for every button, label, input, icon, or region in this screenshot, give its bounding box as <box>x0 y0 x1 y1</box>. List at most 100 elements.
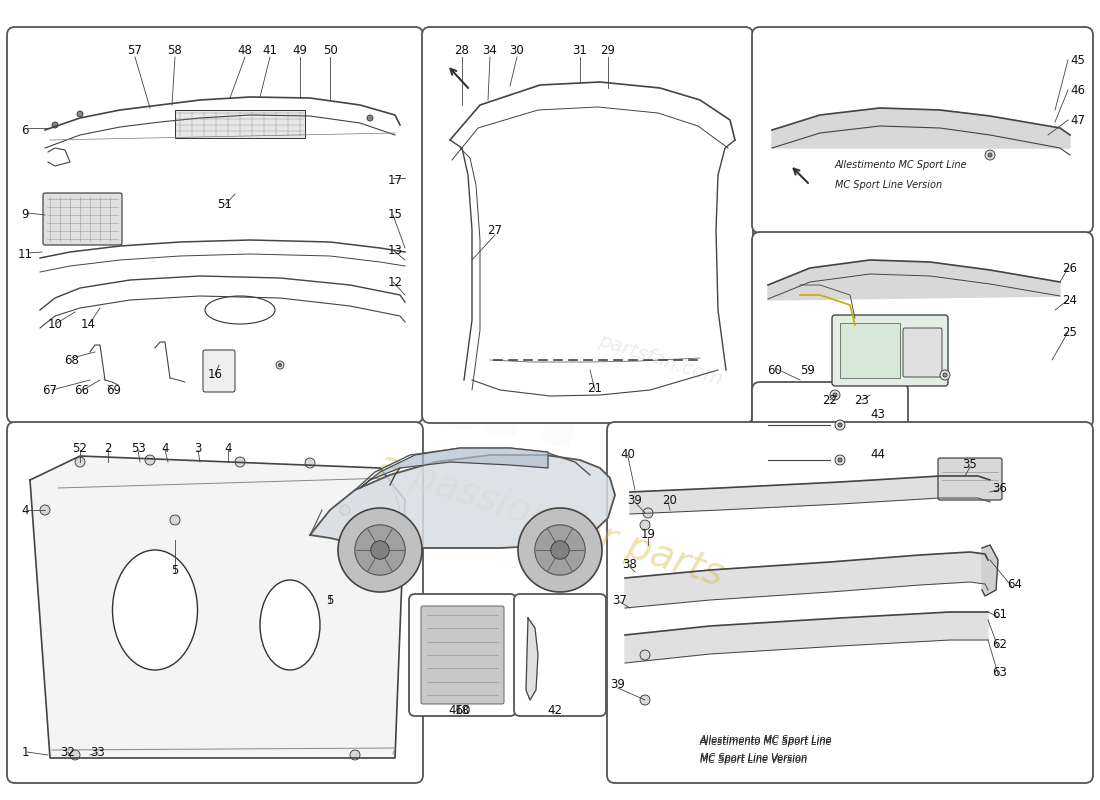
Text: 64: 64 <box>1008 578 1023 591</box>
Circle shape <box>535 525 585 575</box>
Text: partsfan.com: partsfan.com <box>595 331 725 389</box>
Circle shape <box>52 122 58 128</box>
Ellipse shape <box>260 580 320 670</box>
FancyBboxPatch shape <box>7 27 424 423</box>
FancyBboxPatch shape <box>840 323 900 378</box>
Text: 4: 4 <box>162 442 168 454</box>
Text: 18: 18 <box>454 703 470 717</box>
Text: 41: 41 <box>263 43 277 57</box>
Text: 47: 47 <box>1070 114 1085 126</box>
Text: 22: 22 <box>823 394 837 406</box>
Circle shape <box>644 508 653 518</box>
Text: 6: 6 <box>21 123 29 137</box>
Text: 12: 12 <box>387 275 403 289</box>
Text: 63: 63 <box>992 666 1008 678</box>
Text: 45: 45 <box>1070 54 1085 66</box>
Circle shape <box>833 393 837 397</box>
Polygon shape <box>630 476 990 514</box>
Text: 35: 35 <box>962 458 978 471</box>
Text: 42: 42 <box>548 703 562 717</box>
Text: 58: 58 <box>167 43 183 57</box>
Polygon shape <box>310 455 615 548</box>
Text: 68: 68 <box>65 354 79 366</box>
Text: 4: 4 <box>21 503 29 517</box>
Text: 2: 2 <box>104 442 112 454</box>
Ellipse shape <box>205 296 275 324</box>
Polygon shape <box>526 618 538 700</box>
Text: 57: 57 <box>128 43 142 57</box>
Text: 10: 10 <box>47 318 63 331</box>
Text: 24: 24 <box>1063 294 1078 306</box>
Circle shape <box>640 520 650 530</box>
Text: 25: 25 <box>1063 326 1077 338</box>
Ellipse shape <box>112 550 198 670</box>
Polygon shape <box>30 456 405 758</box>
Text: 1: 1 <box>21 746 29 758</box>
Text: Allestimento MC Sport Line: Allestimento MC Sport Line <box>835 160 968 170</box>
Text: 53: 53 <box>131 442 145 454</box>
FancyBboxPatch shape <box>175 110 305 138</box>
Text: 26: 26 <box>1063 262 1078 274</box>
Circle shape <box>518 508 602 592</box>
Circle shape <box>278 363 282 366</box>
Text: 36: 36 <box>992 482 1008 494</box>
Circle shape <box>988 153 992 157</box>
Circle shape <box>640 695 650 705</box>
Text: 60: 60 <box>768 363 782 377</box>
Circle shape <box>367 115 373 121</box>
Polygon shape <box>360 448 548 488</box>
Text: 11: 11 <box>18 249 33 262</box>
Circle shape <box>70 750 80 760</box>
Circle shape <box>75 457 85 467</box>
FancyBboxPatch shape <box>607 422 1093 783</box>
Text: 5: 5 <box>172 563 178 577</box>
FancyBboxPatch shape <box>752 27 1093 233</box>
Circle shape <box>838 423 842 427</box>
Circle shape <box>984 150 996 160</box>
Text: 62: 62 <box>992 638 1008 651</box>
Text: 21: 21 <box>587 382 603 394</box>
Text: 5: 5 <box>327 594 333 606</box>
Circle shape <box>551 541 569 559</box>
FancyBboxPatch shape <box>43 193 122 245</box>
FancyBboxPatch shape <box>514 594 606 716</box>
Circle shape <box>355 525 405 575</box>
Text: 44: 44 <box>870 449 886 462</box>
Circle shape <box>940 370 950 380</box>
Polygon shape <box>982 545 998 596</box>
Text: 460: 460 <box>449 703 471 717</box>
Text: 9: 9 <box>21 209 29 222</box>
Polygon shape <box>772 108 1070 148</box>
Text: 67: 67 <box>43 383 57 397</box>
Circle shape <box>235 457 245 467</box>
Text: 69: 69 <box>107 383 121 397</box>
Circle shape <box>838 458 842 462</box>
Text: 19: 19 <box>640 529 656 542</box>
Circle shape <box>145 455 155 465</box>
Text: 38: 38 <box>623 558 637 571</box>
Polygon shape <box>625 552 988 608</box>
FancyBboxPatch shape <box>409 594 516 716</box>
Text: Allestimento MC Sport Line: Allestimento MC Sport Line <box>700 735 833 745</box>
Circle shape <box>276 361 284 369</box>
Text: 28: 28 <box>454 43 470 57</box>
Text: 39: 39 <box>610 678 626 691</box>
Text: 15: 15 <box>387 209 403 222</box>
Text: 31: 31 <box>573 43 587 57</box>
Circle shape <box>170 515 180 525</box>
Circle shape <box>640 650 650 660</box>
Text: 27: 27 <box>487 223 503 237</box>
Circle shape <box>835 420 845 430</box>
Text: 14: 14 <box>80 318 96 331</box>
Text: 52: 52 <box>73 442 87 454</box>
FancyBboxPatch shape <box>832 315 948 386</box>
FancyBboxPatch shape <box>204 350 235 392</box>
Text: 43: 43 <box>870 409 884 422</box>
Text: 50: 50 <box>322 43 338 57</box>
FancyBboxPatch shape <box>938 458 1002 500</box>
Text: 20: 20 <box>662 494 678 506</box>
Circle shape <box>305 458 315 468</box>
Text: 39: 39 <box>628 494 642 506</box>
FancyBboxPatch shape <box>421 606 504 704</box>
Text: 66: 66 <box>75 383 89 397</box>
